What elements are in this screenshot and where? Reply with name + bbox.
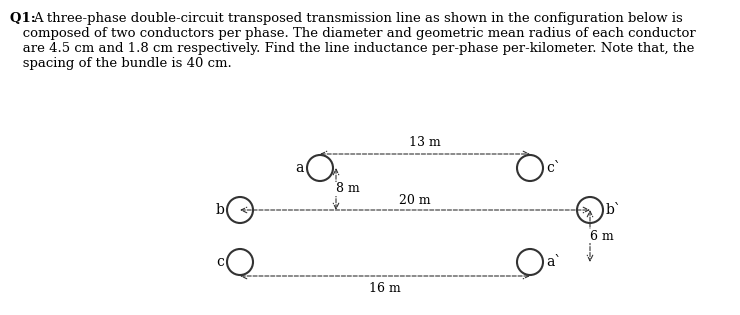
Text: are 4.5 cm and 1.8 cm respectively. Find the line inductance per-phase per-kilom: are 4.5 cm and 1.8 cm respectively. Find… [10,42,694,55]
Text: c`: c` [546,161,561,175]
Text: a`: a` [546,255,562,269]
Text: spacing of the bundle is 40 cm.: spacing of the bundle is 40 cm. [10,57,232,70]
Text: composed of two conductors per phase. The diameter and geometric mean radius of : composed of two conductors per phase. Th… [10,27,696,40]
Text: Q1:: Q1: [10,12,41,25]
Text: 13 m: 13 m [409,136,441,150]
Text: 8 m: 8 m [336,182,360,196]
Text: A three-phase double-circuit transposed transmission line as shown in the config: A three-phase double-circuit transposed … [33,12,682,25]
Text: 6 m: 6 m [590,230,614,243]
Text: 16 m: 16 m [369,283,401,295]
Text: 20 m: 20 m [399,193,431,207]
Text: c: c [216,255,224,269]
Text: b: b [215,203,224,217]
Text: a: a [295,161,304,175]
Text: b`: b` [606,203,622,217]
